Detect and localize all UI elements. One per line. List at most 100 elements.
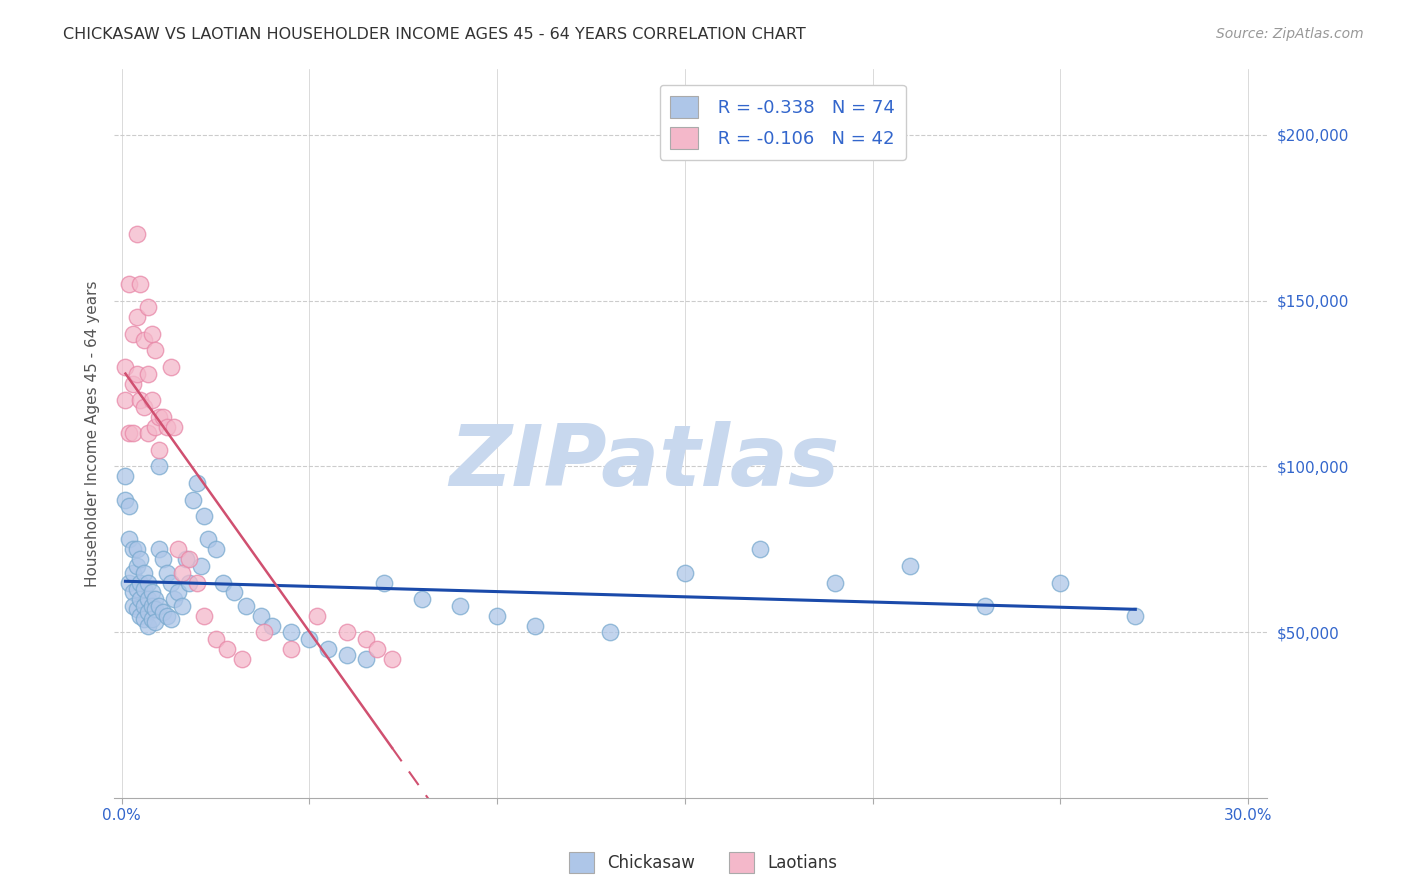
Point (118, 500, 141, 514)
Point (129, 592, 152, 607)
Point (159, 575, 181, 590)
Point (148, 542, 170, 557)
Point (381, 652, 404, 666)
Point (159, 359, 181, 374)
Point (129, 575, 152, 590)
Point (1049, 575, 1071, 590)
Point (134, 599, 156, 613)
Point (129, 608, 152, 623)
Point (411, 592, 433, 607)
Point (249, 608, 271, 623)
Point (125, 367, 148, 381)
Point (122, 599, 145, 613)
Point (170, 566, 193, 580)
Point (148, 599, 170, 613)
Point (354, 652, 377, 666)
Point (122, 542, 145, 557)
Point (235, 599, 257, 613)
Text: CHICKASAW VS LAOTIAN HOUSEHOLDER INCOME AGES 45 - 64 YEARS CORRELATION CHART: CHICKASAW VS LAOTIAN HOUSEHOLDER INCOME … (63, 27, 806, 42)
Point (122, 566, 145, 580)
Point (193, 608, 215, 623)
Point (114, 469, 136, 483)
Point (305, 608, 328, 623)
Legend: Chickasaw, Laotians: Chickasaw, Laotians (562, 846, 844, 880)
Point (141, 599, 163, 613)
Point (118, 426, 141, 441)
Point (156, 566, 179, 580)
Point (136, 618, 159, 632)
Point (152, 552, 174, 566)
Point (145, 615, 167, 630)
Point (136, 300, 159, 314)
Point (134, 612, 156, 626)
Point (179, 552, 201, 566)
Point (193, 509, 215, 524)
Point (156, 608, 179, 623)
Point (898, 558, 921, 573)
Point (136, 606, 159, 620)
Point (114, 359, 136, 374)
Point (170, 599, 193, 613)
Point (260, 618, 283, 632)
Point (179, 575, 201, 590)
Point (152, 606, 174, 620)
Point (134, 334, 156, 348)
Point (1123, 608, 1146, 623)
Point (186, 575, 208, 590)
Point (114, 393, 136, 408)
Point (204, 542, 226, 557)
Point (449, 599, 471, 613)
Point (129, 552, 152, 566)
Point (148, 409, 170, 424)
Point (148, 459, 170, 474)
Point (122, 426, 145, 441)
Point (145, 592, 167, 607)
Point (141, 585, 163, 599)
Legend:  R = -0.338   N = 74,  R = -0.106   N = 42: R = -0.338 N = 74, R = -0.106 N = 42 (659, 85, 905, 160)
Point (145, 343, 167, 358)
Point (212, 575, 235, 590)
Point (148, 442, 170, 457)
Y-axis label: Householder Income Ages 45 - 64 years: Householder Income Ages 45 - 64 years (86, 280, 100, 587)
Point (145, 602, 167, 616)
Point (134, 582, 156, 596)
Point (231, 652, 253, 666)
Point (167, 585, 190, 599)
Point (186, 476, 208, 491)
Point (298, 632, 321, 646)
Point (156, 419, 179, 434)
Point (748, 542, 770, 557)
Point (354, 632, 377, 646)
Point (215, 641, 238, 656)
Point (125, 558, 148, 573)
Point (125, 582, 148, 596)
Point (134, 566, 156, 580)
Point (136, 367, 159, 381)
Point (122, 376, 145, 391)
Point (523, 618, 546, 632)
Point (129, 277, 152, 291)
Point (197, 533, 219, 547)
Point (134, 400, 156, 414)
Point (141, 326, 163, 341)
Point (125, 602, 148, 616)
Point (163, 419, 186, 434)
Text: ZIPatlas: ZIPatlas (450, 421, 839, 504)
Point (145, 419, 167, 434)
Point (125, 227, 148, 242)
Point (280, 641, 302, 656)
Point (114, 492, 136, 507)
Point (599, 625, 621, 640)
Point (974, 599, 997, 613)
Point (159, 612, 181, 626)
Point (174, 552, 197, 566)
Point (136, 575, 159, 590)
Point (336, 625, 359, 640)
Point (118, 575, 141, 590)
Point (118, 533, 141, 547)
Point (181, 492, 204, 507)
Point (125, 310, 148, 325)
Point (167, 542, 190, 557)
Point (336, 648, 359, 663)
Point (141, 612, 163, 626)
